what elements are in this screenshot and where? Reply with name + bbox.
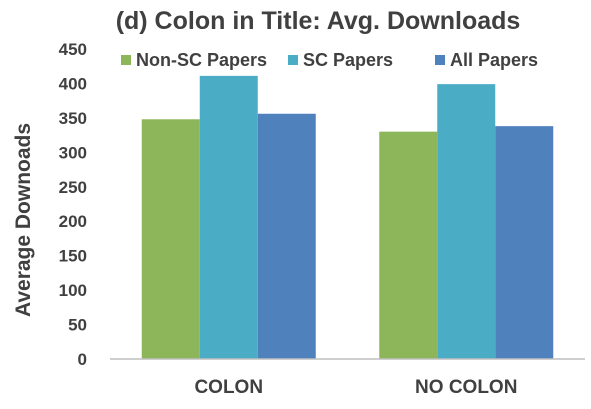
y-tick-label: 50 [68, 316, 87, 335]
x-category-label: NO COLON [415, 377, 517, 398]
bar [199, 75, 258, 359]
x-category-label: COLON [194, 377, 263, 398]
y-axis-label: Average Downoads [12, 123, 35, 317]
bar [495, 126, 554, 360]
y-tick-label: 250 [59, 178, 87, 197]
bar [257, 113, 316, 359]
bar [437, 84, 496, 359]
legend-swatch [435, 55, 445, 65]
y-tick-label: 300 [59, 143, 87, 162]
legend-swatch [288, 55, 298, 65]
x-axis-labels: COLON NO COLON [194, 377, 517, 398]
bar [141, 119, 200, 360]
y-tick-label: 450 [59, 40, 87, 59]
y-tick-label: 100 [59, 281, 87, 300]
y-tick-label: 400 [59, 74, 87, 93]
legend: Non-SC Papers SC Papers All Papers [121, 50, 538, 70]
legend-swatch [121, 55, 131, 65]
chart-title: (d) Colon in Title: Avg. Downloads [116, 7, 521, 35]
legend-label: Non-SC Papers [136, 50, 267, 70]
y-axis-ticks: 0 50 100 150 200 250 300 350 400 450 [59, 40, 87, 369]
legend-label: SC Papers [303, 50, 393, 70]
legend-label: All Papers [450, 50, 538, 70]
y-tick-label: 350 [59, 109, 87, 128]
y-tick-label: 150 [59, 247, 87, 266]
bars [141, 75, 554, 360]
y-tick-label: 0 [78, 350, 87, 369]
bar [379, 131, 438, 359]
y-tick-label: 200 [59, 212, 87, 231]
